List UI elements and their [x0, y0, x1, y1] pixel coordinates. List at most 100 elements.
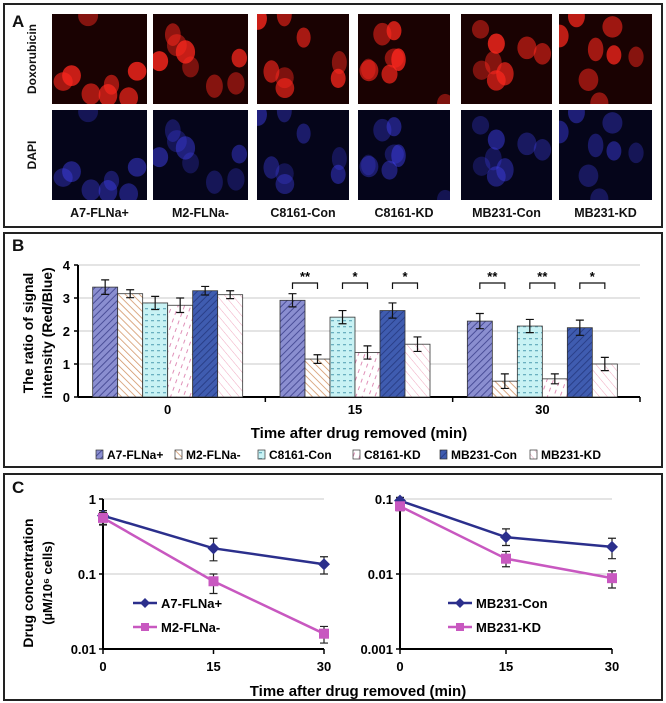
- y-tick-label: 0.01: [368, 567, 393, 582]
- y-tick-label: 4: [63, 258, 71, 273]
- nucleus: [331, 146, 347, 171]
- nucleus: [257, 14, 267, 30]
- nucleus: [53, 168, 73, 187]
- significance-bracket: [529, 282, 556, 289]
- x-tick-label: 30: [317, 659, 331, 674]
- x-tick-label: 15: [206, 659, 220, 674]
- micrograph-dox-0: [52, 14, 147, 104]
- nucleus: [164, 23, 181, 46]
- legend-label: MB231-KD: [541, 448, 601, 462]
- significance-label: **: [487, 269, 498, 284]
- bar: [566, 327, 593, 398]
- error-bar: [176, 297, 185, 314]
- nucleus: [567, 14, 585, 28]
- nucleus: [559, 24, 569, 48]
- nucleus: [472, 60, 491, 80]
- nucleus: [391, 144, 406, 167]
- legend-label: MB231-Con: [451, 448, 517, 462]
- significance-label: **: [537, 269, 548, 284]
- nucleus: [533, 139, 552, 161]
- y-tick-label: 0.01: [71, 642, 96, 657]
- error-bar: [126, 289, 135, 299]
- nucleus: [384, 144, 404, 164]
- nucleus: [166, 130, 187, 153]
- legend-label: MB231-KD: [476, 620, 541, 635]
- nucleus: [517, 132, 537, 156]
- legend-label: A7-FLNa+: [161, 596, 222, 611]
- error-bar: [338, 309, 347, 325]
- x-tick-label: 0: [99, 659, 106, 674]
- nucleus: [263, 60, 280, 83]
- column-label: MB231-KD: [574, 206, 637, 220]
- x-tick-label: 0: [396, 659, 403, 674]
- c-xlabel: Time after drug removed (min): [250, 683, 466, 700]
- b-ylabel-2: intensity (Red/Blue): [39, 267, 55, 398]
- nucleus: [486, 70, 506, 91]
- error-bar: [413, 336, 422, 353]
- error-bar: [525, 318, 534, 334]
- legend-label: C8161-KD: [364, 448, 421, 462]
- nucleus: [484, 147, 502, 171]
- panel-b-label: B: [12, 236, 25, 255]
- legend-swatch: [352, 449, 361, 460]
- nucleus: [628, 46, 644, 68]
- nucleus: [487, 129, 505, 150]
- x-tick-label: 15: [499, 659, 513, 674]
- legend-marker: [456, 623, 464, 631]
- bar: [92, 286, 119, 398]
- marker-square: [208, 576, 219, 587]
- nucleus: [628, 142, 644, 164]
- legend-marker: [140, 598, 150, 608]
- significance-bracket: [479, 282, 506, 289]
- legend-swatch: [95, 449, 104, 460]
- significance-bracket: [391, 282, 419, 289]
- legend-label: M2-FLNa-: [186, 448, 241, 462]
- micrograph-dox-3: [358, 14, 450, 104]
- nucleus: [391, 48, 406, 71]
- nucleus: [533, 43, 552, 65]
- nucleus: [81, 179, 101, 200]
- nucleus: [567, 110, 585, 124]
- bar: [404, 343, 431, 398]
- bar: [354, 352, 381, 398]
- marker-square: [501, 553, 511, 564]
- b-ylabel-1: The ratio of signal: [20, 273, 36, 394]
- marker-diamond: [318, 558, 330, 571]
- column-label: MB231-Con: [472, 206, 541, 220]
- nucleus: [78, 14, 99, 27]
- nucleus: [331, 50, 347, 75]
- bar: [117, 293, 144, 398]
- nucleus: [296, 27, 311, 48]
- legend-label: M2-FLNa-: [161, 620, 220, 635]
- nucleus: [330, 164, 346, 185]
- nucleus: [276, 110, 292, 123]
- nucleus: [373, 118, 392, 142]
- error-bar: [575, 319, 584, 336]
- nucleus: [127, 61, 147, 81]
- marker-square: [607, 573, 617, 584]
- nucleus: [602, 112, 623, 134]
- micrograph-dox-1: [153, 14, 248, 104]
- micrograph-dox-5: [559, 14, 652, 104]
- c-ylabel-2: (µM/10⁶ cells): [40, 541, 55, 625]
- c-ylabel-1: Drug concentration: [20, 518, 36, 647]
- nucleus: [127, 157, 147, 177]
- bar: [142, 302, 169, 398]
- b-xlabel: Time after drug removed (min): [251, 425, 467, 442]
- bar: [379, 310, 406, 398]
- y-tick-label: 0.1: [375, 492, 393, 507]
- error-bar: [550, 373, 559, 385]
- nucleus: [164, 119, 181, 142]
- nucleus: [330, 68, 346, 89]
- nucleus: [436, 93, 450, 104]
- nucleus: [263, 156, 280, 179]
- marker-square: [98, 512, 108, 523]
- bar: [192, 290, 219, 398]
- panel-b-frame: [3, 232, 663, 468]
- significance-bracket: [579, 282, 606, 289]
- nucleus: [606, 45, 622, 65]
- nucleus: [471, 20, 490, 39]
- legend-label: A7-FLNa+: [107, 448, 163, 462]
- nucleus: [471, 116, 490, 135]
- x-tick-label: 30: [605, 659, 619, 674]
